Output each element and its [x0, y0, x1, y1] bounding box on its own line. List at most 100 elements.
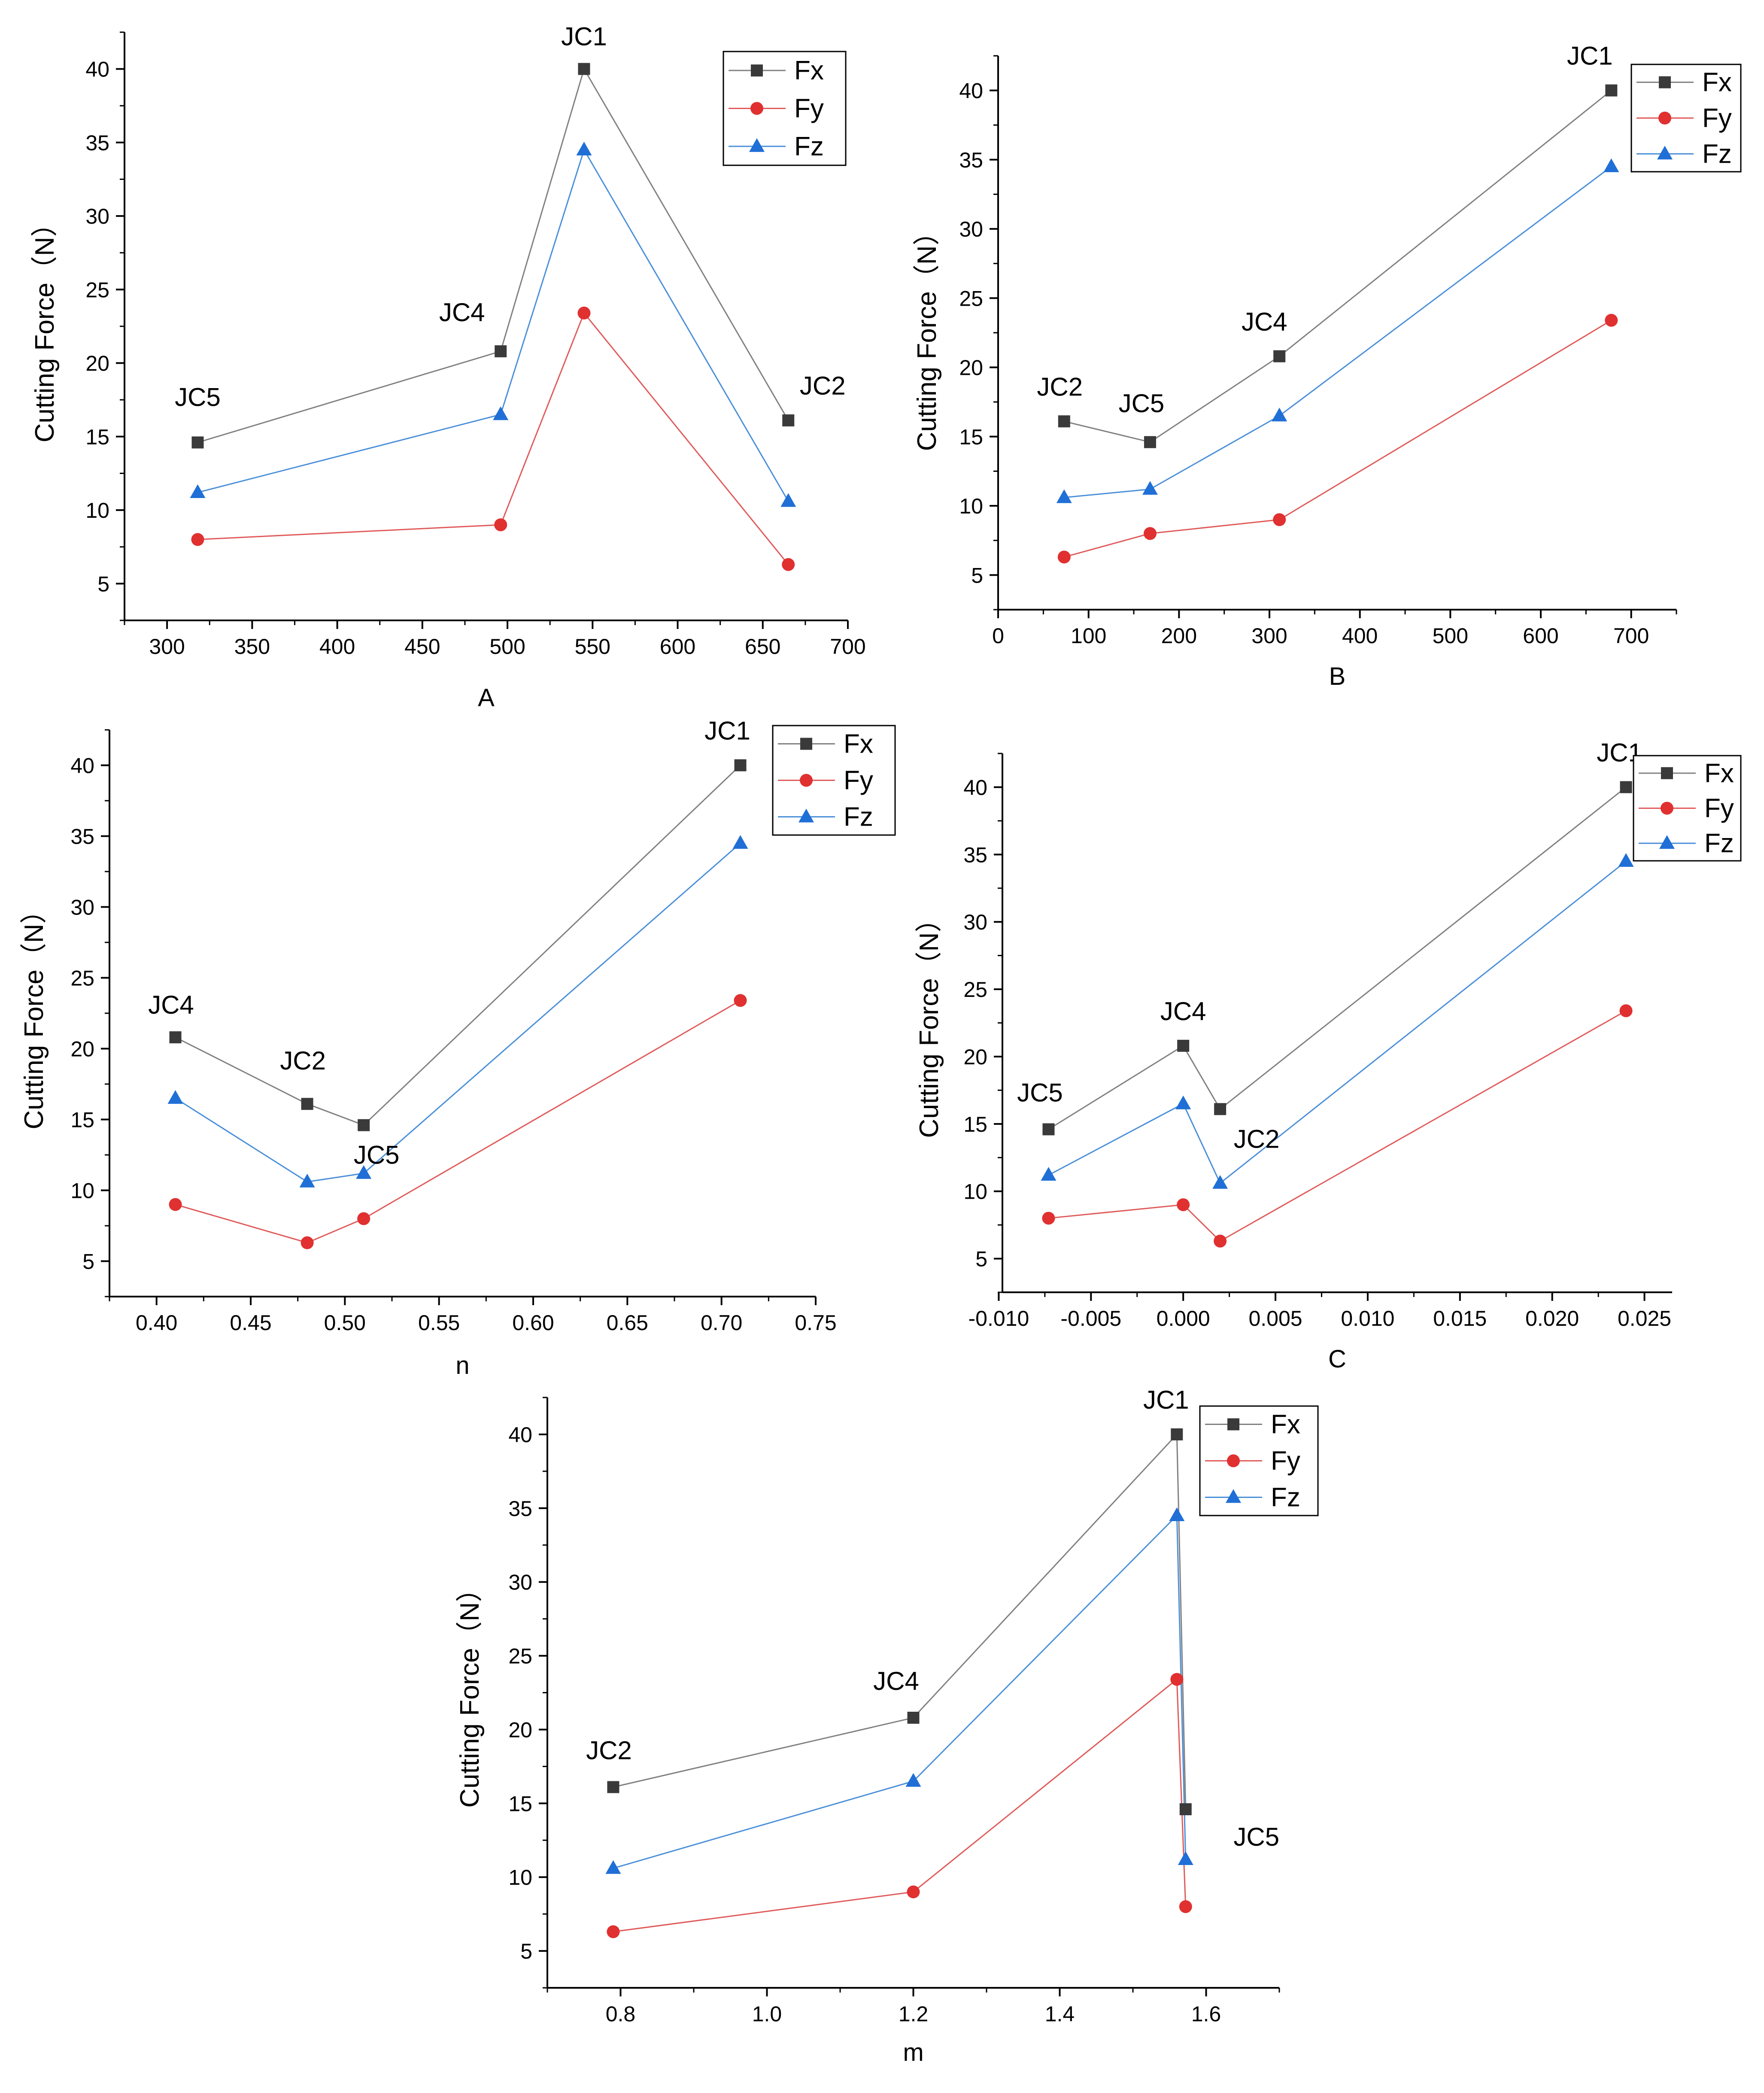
panel-n-xtick-label: 0.75	[795, 1311, 836, 1335]
panel-c-ytick-label: 10	[963, 1180, 987, 1204]
panel-n-series-fx-point	[169, 1031, 182, 1044]
panel-a-point-label: JC4	[439, 298, 485, 327]
panel-m-xtick-label: 1.2	[899, 2002, 929, 2026]
panel-n-series-fx-line	[175, 765, 741, 1126]
panel-c-series-fz-point	[1212, 1175, 1228, 1189]
panel-c-series-fy-point	[1177, 1198, 1190, 1212]
panel-a-xtick-label: 700	[830, 635, 865, 659]
panel-c-xtick-label: 0.005	[1248, 1306, 1302, 1331]
panel-c-point-label: JC4	[1160, 997, 1206, 1026]
panel-c-series-fx-point	[1042, 1123, 1055, 1136]
panel-b-legend-marker	[1657, 146, 1673, 160]
panel-b-legend-label: Fy	[1702, 103, 1732, 133]
panel-a-legend-marker	[750, 102, 763, 115]
panel-b-ytick-label: 35	[959, 148, 983, 172]
panel-m-point-label: JC4	[873, 1667, 919, 1695]
panel-b-series-fz-line	[1064, 166, 1612, 498]
panel-m-ytick-label: 5	[520, 1939, 532, 1963]
panel-b-ytick-label: 10	[959, 494, 983, 518]
panel-n-ytick-label: 40	[70, 754, 94, 778]
panel-a-ytick-label: 25	[85, 278, 109, 302]
panel-b-xtick-label: 200	[1161, 624, 1197, 648]
panel-a-legend-label: Fy	[794, 94, 824, 124]
panel-b-series-fy-line	[1064, 319, 1612, 558]
panel-m-xtick-label: 1.0	[752, 2002, 782, 2026]
panel-m-ytick-label: 30	[508, 1571, 532, 1595]
panel-b-series-fx-line	[1064, 90, 1612, 443]
panel-c-ytick-label: 30	[963, 910, 987, 934]
panel-b-series-fz-point	[1142, 481, 1158, 495]
panel-b-point-label: JC2	[1037, 372, 1083, 401]
panel-b-series-fx-point	[1058, 415, 1070, 428]
panel-c-series-fy-point	[1214, 1234, 1227, 1248]
panel-b-x-axis-title: B	[1329, 662, 1346, 690]
panel-a-point-label: JC5	[175, 383, 221, 412]
panel-b-ytick-label: 5	[971, 563, 983, 587]
panel-m-x-axis-title: m	[903, 2038, 923, 2066]
panel-n-legend-label: Fz	[844, 802, 873, 832]
panel-a-legend-label: Fx	[794, 56, 824, 85]
panel-m-ytick-label: 20	[508, 1718, 532, 1742]
panel-a-xtick-label: 400	[319, 635, 355, 659]
panel-n-xtick-label: 0.70	[701, 1311, 742, 1335]
panel-c-ytick-label: 40	[963, 775, 987, 799]
panel-b-point-label: JC1	[1567, 42, 1613, 70]
panel-m-series-fz-point	[1169, 1507, 1185, 1521]
panel-m-series-fy-point	[607, 1925, 620, 1938]
panel-b-ytick-label: 20	[959, 356, 983, 380]
panel-m-series-fz-point	[905, 1773, 921, 1787]
panel-c-ytick-label: 20	[963, 1045, 987, 1069]
panel-b-legend-marker	[1659, 76, 1671, 88]
panel-m-ytick-label: 40	[508, 1423, 532, 1447]
panel-a-xtick-label: 600	[660, 635, 695, 659]
panel-a-xtick-label: 500	[489, 635, 525, 659]
panel-b-xtick-label: 500	[1433, 624, 1468, 648]
panel-a-ytick-label: 35	[85, 131, 109, 155]
panel-c-xtick-label: -0.010	[969, 1306, 1029, 1331]
panel-m-xtick-label: 0.8	[606, 2002, 636, 2026]
panel-m-ytick-label: 35	[508, 1497, 532, 1521]
panel-n-ytick-label: 25	[70, 966, 94, 990]
panel-c-series-fx-point	[1214, 1103, 1227, 1115]
panel-c-xtick-label: 0.010	[1341, 1306, 1394, 1331]
panel-a-legend-marker	[751, 64, 763, 77]
panel-n-legend-marker	[800, 774, 813, 787]
panel-n-y-axis-title: Cutting Force（N）	[19, 897, 49, 1130]
panel-c-series-fz-point	[1175, 1095, 1191, 1109]
panel-n-point-label: JC1	[704, 717, 750, 745]
panel-n-series-fz-point	[732, 835, 748, 849]
panel-n-xtick-label: 0.45	[230, 1311, 271, 1335]
panel-n-ytick-label: 10	[70, 1179, 94, 1203]
panel-b-xtick-label: 100	[1071, 624, 1106, 648]
panel-a-xtick-label: 300	[149, 635, 185, 659]
panel-n-xtick-label: 0.65	[607, 1311, 648, 1335]
panel-c-series-fy-point	[1042, 1212, 1055, 1225]
panel-n-legend-marker	[799, 808, 814, 823]
panel-m-point-label: JC2	[586, 1736, 632, 1765]
panel-n-point-label: JC2	[280, 1046, 326, 1075]
panel-c-legend-label: Fy	[1704, 794, 1734, 823]
panel-m-series-fz-point	[605, 1860, 621, 1874]
panel-a-ytick-label: 20	[85, 352, 109, 376]
panel-n-xtick-label: 0.50	[324, 1311, 366, 1335]
panel-n-point-label: JC4	[148, 990, 194, 1019]
panel-a-xtick-label: 550	[575, 635, 610, 659]
panel-n-ytick-label: 5	[82, 1250, 94, 1274]
panel-n-point-label: JC5	[354, 1141, 400, 1170]
panel-m-series-fx-point	[1179, 1803, 1192, 1816]
panel-a-series-fy-point	[577, 307, 591, 320]
panel-n-series-fz-point	[167, 1090, 183, 1104]
panel-a-series-fy-point	[494, 518, 507, 532]
panel-n-series-fz-point	[356, 1165, 372, 1179]
panel-a-xtick-label: 350	[234, 635, 270, 659]
panel-m-series-fy-point	[907, 1885, 920, 1899]
panel-c-series-fz-line	[1048, 860, 1627, 1185]
panel-n-series-fy-point	[734, 994, 747, 1007]
panel-b-legend-marker	[1658, 112, 1671, 125]
panel-c-ytick-label: 35	[963, 843, 987, 867]
panel-b-series-fy-point	[1273, 513, 1286, 526]
panel-n-series-fz-point	[299, 1173, 315, 1188]
panel-c-series-fx-point	[1620, 781, 1632, 793]
panel-a-point-label: JC2	[800, 371, 846, 400]
